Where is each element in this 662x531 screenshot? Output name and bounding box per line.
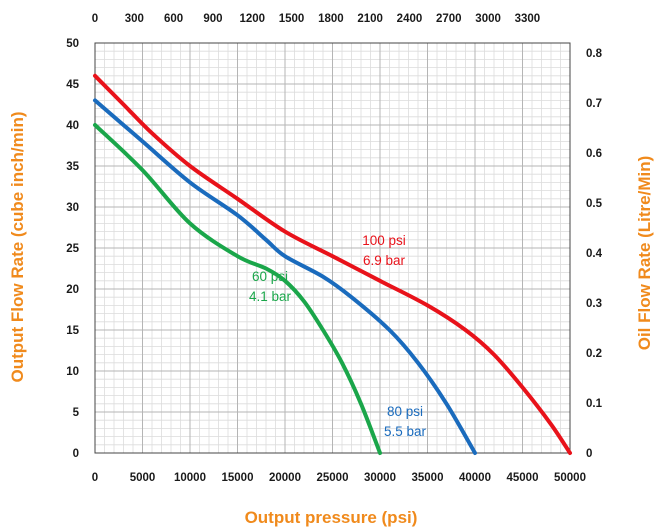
- x-tick-label: 20000: [269, 472, 301, 484]
- x-axis-title: Output pressure (psi): [245, 508, 418, 527]
- top-tick-label: 3300: [515, 13, 541, 25]
- right-tick-label: 0: [586, 448, 592, 460]
- y-tick-label: 25: [66, 243, 79, 255]
- top-tick-label: 600: [164, 13, 183, 25]
- top-tick-label: 900: [203, 13, 222, 25]
- x-axis-ticks: 0 5000 10000 15000 20000 25000 30000 35000 40000…: [92, 472, 586, 484]
- top-tick-label: 1800: [318, 13, 344, 25]
- series-label-line2: 4.1 bar: [249, 289, 292, 304]
- top-tick-label: 2400: [397, 13, 423, 25]
- top-tick-label: 1200: [239, 13, 265, 25]
- x-tick-label: 0: [92, 472, 98, 484]
- right-tick-label: 0.2: [586, 348, 602, 360]
- series-line-100psi: [93, 73, 572, 455]
- x-tick-label: 35000: [412, 472, 444, 484]
- y-tick-label: 50: [66, 38, 79, 50]
- x-tick-label: 5000: [130, 472, 156, 484]
- major-grid: [94, 42, 571, 454]
- x-tick-label: 50000: [554, 472, 586, 484]
- top-tick-label: 1500: [279, 13, 305, 25]
- y2-axis-title: Oil Flow Rate (Litre/Min): [635, 156, 654, 351]
- series-line-80psi: [93, 98, 477, 455]
- y-tick-label: 0: [73, 448, 79, 460]
- right-tick-label: 0.4: [586, 248, 603, 260]
- top-tick-label: 0: [92, 13, 98, 25]
- y-tick-label: 40: [66, 120, 79, 132]
- plot-frame: [94, 42, 571, 454]
- series-label-line2: 6.9 bar: [363, 253, 406, 268]
- y-tick-label: 5: [73, 407, 80, 419]
- y-tick-label: 10: [66, 366, 79, 378]
- series-label-line1: 80 psi: [387, 404, 423, 419]
- x-tick-label: 15000: [222, 472, 254, 484]
- top-tick-label: 300: [125, 13, 144, 25]
- y-tick-label: 20: [66, 284, 79, 296]
- x-tick-label: 25000: [317, 472, 349, 484]
- x-tick-label: 40000: [459, 472, 491, 484]
- series-label-line1: 60 psi: [252, 269, 288, 284]
- series-line-60psi: [93, 123, 382, 455]
- series-label-80psi: 80 psi 5.5 bar: [384, 404, 427, 439]
- series-label-60psi: 60 psi 4.1 bar: [249, 269, 292, 304]
- right-tick-label: 0.3: [586, 298, 602, 310]
- y-tick-label: 15: [66, 325, 79, 337]
- y-tick-label: 45: [66, 79, 79, 91]
- right-tick-label: 0.1: [586, 398, 603, 410]
- x-tick-label: 10000: [174, 472, 206, 484]
- top-tick-label: 2100: [357, 13, 383, 25]
- y-axis-title: Output Flow Rate (cube inch/min): [8, 111, 27, 382]
- right-axis-ticks: 0 0.1 0.2 0.3 0.4 0.5 0.6 0.7 0.8: [586, 48, 603, 460]
- right-tick-label: 0.7: [586, 98, 602, 110]
- right-tick-label: 0.5: [586, 198, 603, 210]
- x-tick-label: 45000: [507, 472, 539, 484]
- y-tick-label: 30: [66, 202, 79, 214]
- series-label-100psi: 100 psi 6.9 bar: [362, 233, 406, 268]
- series-lines: [93, 73, 572, 455]
- series-label-line1: 100 psi: [362, 233, 406, 248]
- top-tick-label: 2700: [436, 13, 462, 25]
- series-label-line2: 5.5 bar: [384, 424, 427, 439]
- x-tick-label: 30000: [364, 472, 396, 484]
- right-tick-label: 0.6: [586, 148, 602, 160]
- top-axis-ticks: 0 300 600 900 1200 1500 1800 2100 2400 2700 3000 33…: [92, 13, 540, 25]
- y-axis-ticks: 0 5 10 15 20 25 30 35 40 45 50: [66, 38, 79, 460]
- y-tick-label: 35: [66, 161, 79, 173]
- right-tick-label: 0.8: [586, 48, 603, 60]
- top-tick-label: 3000: [475, 13, 501, 25]
